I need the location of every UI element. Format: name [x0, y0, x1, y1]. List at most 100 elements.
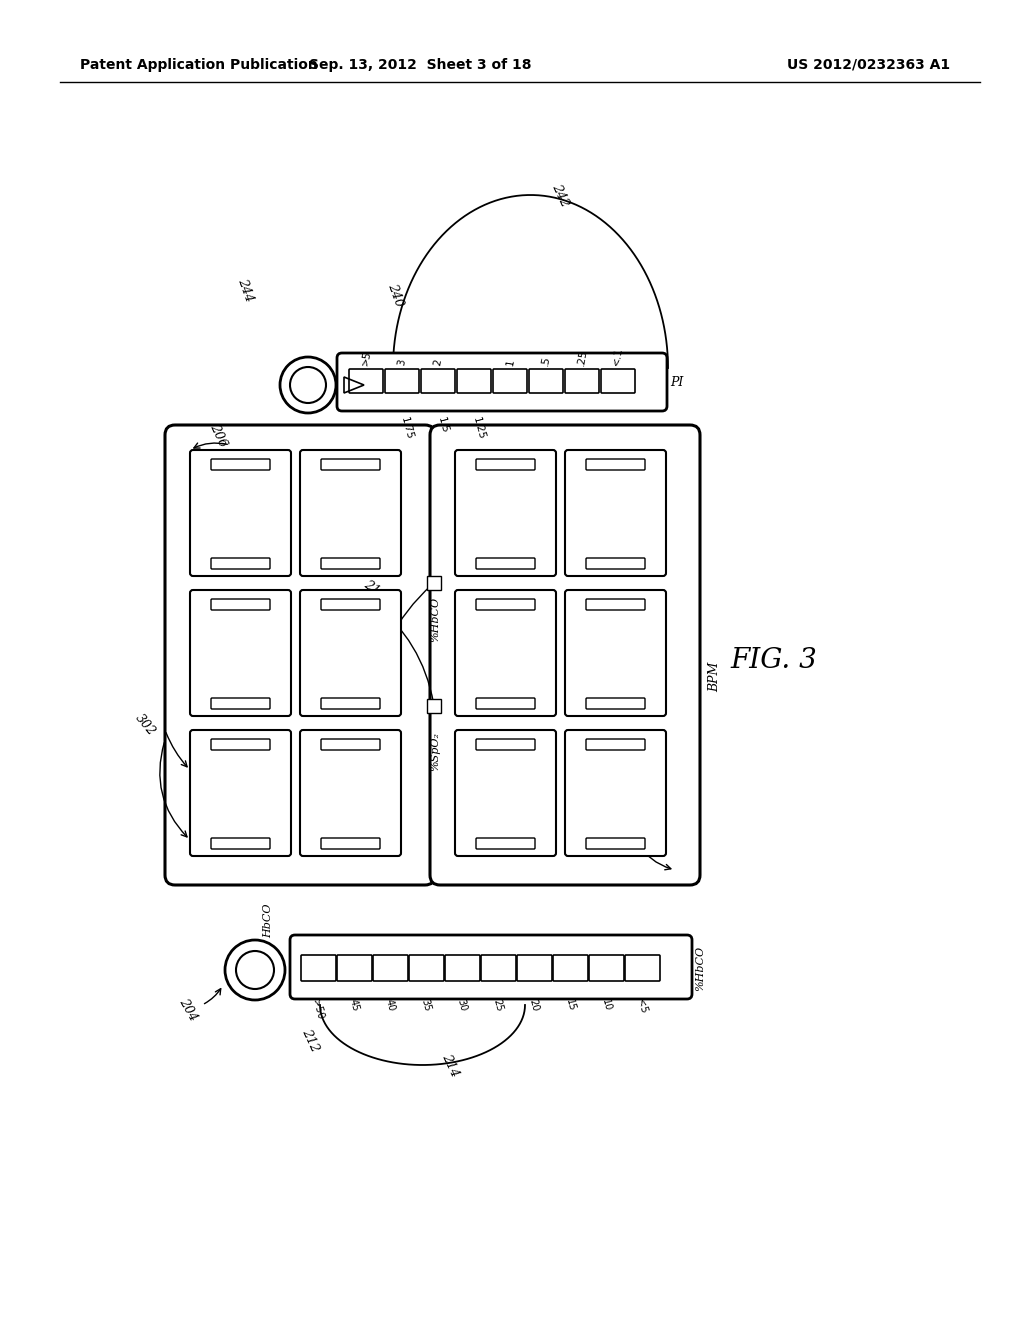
FancyBboxPatch shape: [517, 954, 552, 981]
FancyBboxPatch shape: [421, 370, 455, 393]
Text: 210: 210: [361, 578, 388, 602]
FancyBboxPatch shape: [349, 370, 383, 393]
Text: 40: 40: [384, 998, 396, 1012]
FancyBboxPatch shape: [211, 739, 270, 750]
FancyBboxPatch shape: [321, 838, 380, 849]
Text: 242: 242: [549, 181, 571, 209]
Text: .25: .25: [575, 348, 589, 366]
Bar: [427, 576, 441, 590]
FancyBboxPatch shape: [476, 698, 535, 709]
FancyBboxPatch shape: [455, 590, 556, 715]
FancyBboxPatch shape: [625, 954, 660, 981]
Text: 206: 206: [207, 421, 229, 449]
FancyBboxPatch shape: [493, 370, 527, 393]
FancyBboxPatch shape: [481, 954, 516, 981]
Text: .5: .5: [541, 354, 552, 366]
FancyBboxPatch shape: [586, 558, 645, 569]
FancyBboxPatch shape: [586, 459, 645, 470]
Text: 25: 25: [492, 998, 505, 1012]
Text: 30: 30: [456, 998, 468, 1012]
Text: 1.5: 1.5: [436, 416, 450, 434]
FancyBboxPatch shape: [190, 590, 291, 715]
FancyBboxPatch shape: [601, 370, 635, 393]
FancyBboxPatch shape: [445, 954, 480, 981]
FancyBboxPatch shape: [190, 450, 291, 576]
Text: 1.25: 1.25: [471, 416, 486, 441]
FancyBboxPatch shape: [300, 450, 401, 576]
Text: >50: >50: [310, 998, 326, 1020]
Text: %SpO₂: %SpO₂: [430, 733, 440, 771]
FancyBboxPatch shape: [553, 954, 588, 981]
Text: HbCO: HbCO: [263, 903, 273, 939]
FancyBboxPatch shape: [455, 730, 556, 855]
FancyBboxPatch shape: [211, 838, 270, 849]
FancyBboxPatch shape: [565, 590, 666, 715]
FancyBboxPatch shape: [300, 730, 401, 855]
Text: BPM: BPM: [708, 661, 721, 692]
Text: 10: 10: [600, 998, 612, 1012]
Text: FIG. 3: FIG. 3: [730, 647, 817, 673]
FancyBboxPatch shape: [476, 739, 535, 750]
FancyBboxPatch shape: [290, 935, 692, 999]
FancyBboxPatch shape: [385, 370, 419, 393]
FancyBboxPatch shape: [455, 450, 556, 576]
FancyBboxPatch shape: [337, 954, 372, 981]
FancyBboxPatch shape: [565, 450, 666, 576]
FancyBboxPatch shape: [211, 459, 270, 470]
FancyBboxPatch shape: [430, 425, 700, 884]
Text: <.1: <.1: [611, 346, 625, 366]
Text: 302: 302: [132, 711, 158, 738]
FancyBboxPatch shape: [373, 954, 408, 981]
FancyBboxPatch shape: [211, 599, 270, 610]
Text: %HbCO: %HbCO: [430, 597, 440, 643]
Text: 35: 35: [420, 998, 432, 1012]
FancyBboxPatch shape: [586, 698, 645, 709]
FancyBboxPatch shape: [321, 698, 380, 709]
FancyBboxPatch shape: [476, 599, 535, 610]
FancyBboxPatch shape: [321, 599, 380, 610]
FancyBboxPatch shape: [211, 698, 270, 709]
Text: 240: 240: [385, 281, 406, 309]
FancyBboxPatch shape: [476, 558, 535, 569]
Text: PI: PI: [670, 376, 683, 389]
FancyBboxPatch shape: [565, 730, 666, 855]
FancyBboxPatch shape: [476, 459, 535, 470]
Text: >5: >5: [359, 348, 373, 366]
Text: <5: <5: [635, 998, 648, 1015]
Text: 1.75: 1.75: [399, 416, 415, 441]
Text: %HbCO: %HbCO: [695, 945, 705, 990]
FancyBboxPatch shape: [409, 954, 444, 981]
Text: 45: 45: [347, 998, 360, 1012]
Bar: [427, 700, 441, 713]
Text: 3: 3: [396, 358, 408, 366]
FancyBboxPatch shape: [321, 739, 380, 750]
Text: 20: 20: [527, 998, 541, 1012]
FancyBboxPatch shape: [165, 425, 435, 884]
FancyBboxPatch shape: [589, 954, 624, 981]
FancyBboxPatch shape: [586, 838, 645, 849]
Text: 204: 204: [176, 997, 200, 1023]
FancyBboxPatch shape: [321, 459, 380, 470]
FancyBboxPatch shape: [565, 370, 599, 393]
Text: US 2012/0232363 A1: US 2012/0232363 A1: [786, 58, 950, 73]
Text: 244: 244: [234, 276, 255, 304]
Text: 216: 216: [629, 816, 651, 843]
Text: 212: 212: [299, 1027, 321, 1053]
Text: 214: 214: [439, 1051, 461, 1078]
Text: 15: 15: [563, 998, 577, 1012]
FancyBboxPatch shape: [476, 838, 535, 849]
Text: Patent Application Publication: Patent Application Publication: [80, 58, 317, 73]
FancyBboxPatch shape: [211, 558, 270, 569]
FancyBboxPatch shape: [321, 558, 380, 569]
FancyBboxPatch shape: [586, 739, 645, 750]
FancyBboxPatch shape: [457, 370, 490, 393]
FancyBboxPatch shape: [586, 599, 645, 610]
FancyBboxPatch shape: [301, 954, 336, 981]
FancyBboxPatch shape: [529, 370, 563, 393]
Text: 208: 208: [361, 688, 388, 713]
Text: 2: 2: [432, 358, 443, 366]
FancyBboxPatch shape: [190, 730, 291, 855]
Text: 1: 1: [505, 358, 515, 366]
Text: Sep. 13, 2012  Sheet 3 of 18: Sep. 13, 2012 Sheet 3 of 18: [309, 58, 531, 73]
FancyBboxPatch shape: [337, 352, 667, 411]
